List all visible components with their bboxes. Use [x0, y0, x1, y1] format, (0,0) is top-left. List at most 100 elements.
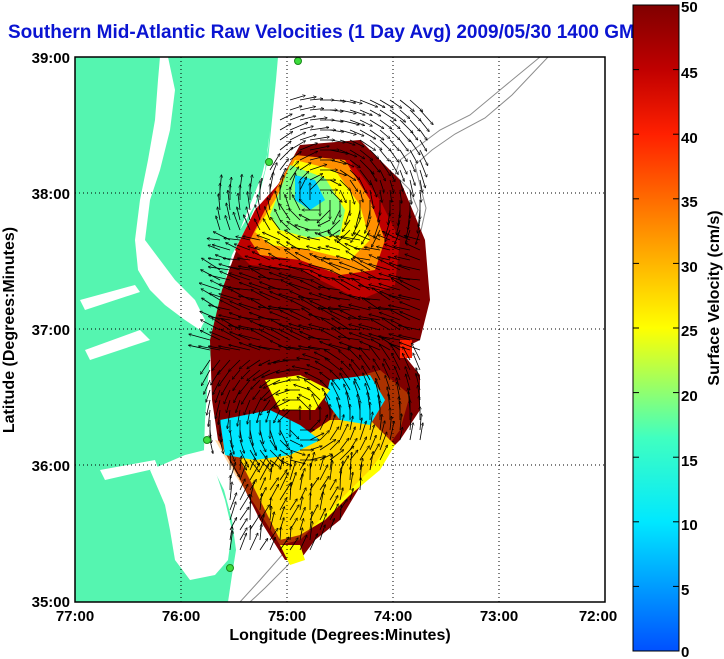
velocity-vector [399, 169, 404, 181]
velocity-vector [419, 169, 425, 188]
velocity-vector [314, 256, 331, 261]
x-tick-label: 73:00 [480, 608, 518, 625]
velocity-vector [409, 159, 415, 172]
velocity-vector [237, 409, 241, 426]
velocity-vector [218, 194, 221, 211]
velocity-vector [218, 346, 241, 351]
velocity-vector [289, 451, 292, 471]
velocity-vector [249, 439, 256, 456]
velocity-vector [373, 359, 381, 371]
velocity-vector [377, 257, 391, 261]
velocity-vector [329, 110, 343, 112]
velocity-vector [266, 409, 271, 422]
velocity-vector [274, 409, 281, 423]
velocity-vector [229, 359, 241, 372]
velocity-vector [309, 174, 323, 181]
velocity-vector [201, 320, 221, 331]
velocity-vector [328, 232, 341, 241]
velocity-vector [319, 514, 326, 531]
velocity-vector [359, 285, 381, 291]
velocity-vector [319, 457, 324, 471]
velocity-vector [269, 163, 277, 181]
velocity-vector [329, 427, 339, 441]
velocity-vector [273, 359, 291, 363]
velocity-vector [359, 159, 374, 174]
velocity-vector [318, 247, 331, 251]
velocity-vector [208, 258, 221, 261]
velocity-vector [254, 219, 261, 231]
velocity-vector [399, 159, 407, 174]
velocity-vector [297, 358, 311, 361]
velocity-vector [335, 240, 351, 251]
y-axis-label: Latitude (Degrees:Minutes) [1, 227, 18, 433]
velocity-vector [247, 359, 261, 369]
y-tick-label: 35:00 [32, 594, 70, 611]
velocity-vector [339, 351, 351, 361]
velocity-vector [265, 240, 281, 251]
velocity-vector [304, 380, 321, 391]
velocity-vector [243, 236, 261, 241]
velocity-vector [237, 258, 251, 261]
velocity-vector [368, 277, 391, 281]
velocity-vector [244, 215, 251, 231]
velocity-vector [209, 293, 231, 301]
velocity-vector [318, 287, 341, 291]
velocity-vector [323, 258, 341, 261]
velocity-vector [337, 397, 341, 411]
velocity-vector [226, 243, 241, 251]
y-tick-labels: 39:00 38:00 37:00 36:00 35:00 [32, 50, 70, 611]
velocity-vector [392, 353, 401, 371]
velocity-vector [265, 207, 271, 221]
velocity-vector [248, 266, 271, 271]
velocity-vector [289, 439, 303, 446]
velocity-vector [359, 464, 362, 481]
velocity-vector [229, 459, 240, 477]
velocity-vector [336, 256, 351, 261]
velocity-vector [329, 415, 335, 431]
velocity-vector [229, 429, 233, 448]
velocity-vector [230, 453, 231, 471]
velocity-vector [298, 297, 321, 301]
colorbar-tick-label: 40 [681, 130, 698, 147]
velocity-vector [399, 109, 410, 119]
velocity-vector [238, 193, 241, 211]
velocity-vector [224, 389, 231, 404]
velocity-vector [239, 273, 261, 281]
velocity-vector [339, 149, 357, 157]
velocity-vector [280, 310, 301, 321]
velocity-vector [290, 527, 291, 541]
velocity-vector [299, 126, 313, 131]
velocity-vector [388, 394, 391, 411]
velocity-vector [289, 106, 302, 111]
x-tick-label: 76:00 [162, 608, 200, 625]
velocity-vector [217, 207, 221, 221]
velocity-vector [329, 129, 344, 132]
velocity-vector [305, 372, 321, 381]
velocity-vector [289, 505, 299, 521]
velocity-vector [359, 119, 372, 126]
velocity-vector [364, 247, 381, 251]
velocity-vector [345, 244, 361, 251]
velocity-vector [239, 528, 247, 541]
velocity-vector [229, 345, 251, 351]
velocity-vector [218, 409, 221, 425]
velocity-vector [348, 348, 361, 361]
velocity-vector [232, 369, 241, 379]
velocity-vector [224, 238, 241, 241]
velocity-vector [369, 435, 376, 451]
velocity-vector [299, 97, 316, 101]
velocity-vector [349, 149, 365, 159]
velocity-vector [202, 298, 221, 311]
velocity-vector [379, 432, 387, 451]
velocity-vector [382, 231, 401, 241]
velocity-vector [299, 454, 310, 471]
velocity-vector [279, 324, 301, 331]
velocity-vector [321, 309, 341, 321]
velocity-vector [219, 294, 241, 301]
velocity-vector [345, 209, 351, 225]
velocity-vector [399, 179, 403, 192]
velocity-vector [358, 316, 381, 321]
velocity-vector [397, 234, 411, 241]
velocity-vector [349, 305, 371, 311]
velocity-vector [211, 369, 221, 385]
